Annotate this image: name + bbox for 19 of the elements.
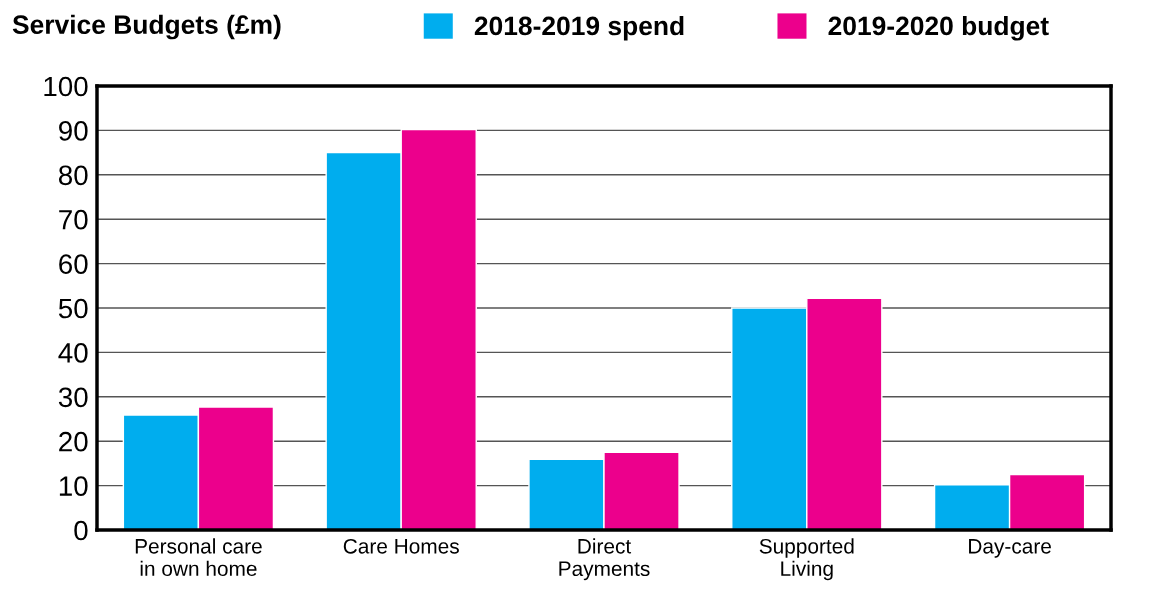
y-tick-label: 30: [58, 387, 88, 408]
y-tick-label: 100: [44, 76, 88, 97]
legend-label: 2018-2019 spend: [474, 15, 684, 41]
y-tick-label: 50: [58, 298, 88, 319]
y-tick-label: 60: [59, 254, 88, 274]
y-tick-label: 90: [59, 121, 88, 141]
x-tick-label: Direct Payments: [559, 538, 650, 581]
x-tick-label: Supported Living: [759, 538, 854, 581]
y-tick-label: 0: [74, 520, 88, 541]
x-tick-label: Personal care in own home: [135, 538, 262, 577]
y-tick-label: 80: [58, 165, 88, 186]
y-tick-label: 10: [59, 476, 88, 496]
x-tick-label: Care Homes: [343, 538, 459, 554]
x-tick-label: Day-care: [969, 539, 1051, 558]
y-tick-label: 70: [59, 209, 88, 230]
y-tick-label: 20: [59, 431, 88, 452]
chart-title: Service Budgets (£m): [12, 14, 281, 40]
y-tick-label: 40: [58, 343, 88, 363]
legend-label: 2019-2020 budget: [828, 15, 1049, 41]
